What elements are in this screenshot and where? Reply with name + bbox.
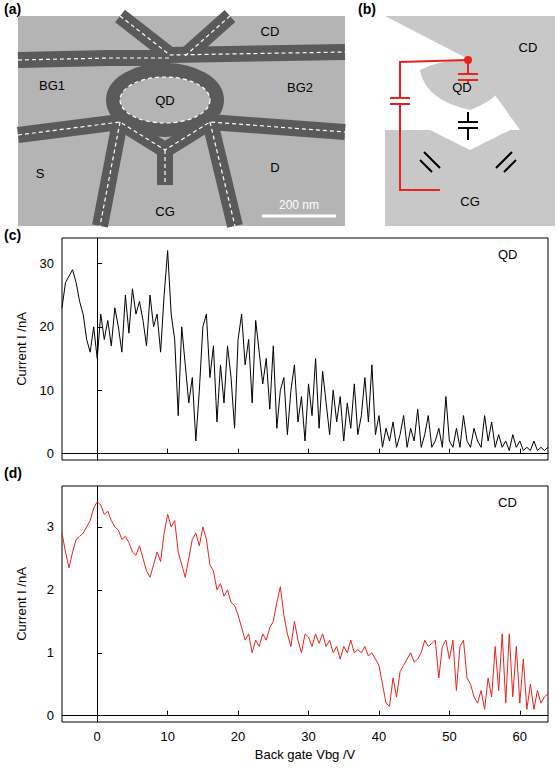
svg-text:CD: CD [261,24,280,39]
svg-text:2: 2 [47,582,54,597]
svg-text:1: 1 [47,645,54,660]
svg-text:30: 30 [301,729,315,744]
svg-text:10: 10 [40,383,54,398]
svg-text:S: S [36,166,45,181]
svg-text:CD: CD [498,495,517,510]
svg-text:CD: CD [519,40,538,55]
svg-text:3: 3 [47,519,54,534]
svg-text:BG2: BG2 [287,80,313,95]
svg-text:0: 0 [47,708,54,723]
svg-text:QD: QD [498,247,518,262]
svg-text:(d): (d) [4,465,22,481]
svg-text:BG1: BG1 [39,78,65,93]
svg-text:QD: QD [452,80,472,95]
svg-text:30: 30 [40,256,54,271]
svg-text:10: 10 [160,729,174,744]
svg-text:QD: QD [155,93,175,108]
svg-text:Current I /nA: Current I /nA [14,312,29,386]
svg-text:(a): (a) [4,1,21,17]
svg-text:Current I /nA: Current I /nA [14,567,29,641]
svg-text:40: 40 [372,729,386,744]
svg-text:20: 20 [231,729,245,744]
svg-text:20: 20 [40,319,54,334]
svg-text:50: 50 [442,729,456,744]
svg-text:60: 60 [513,729,527,744]
svg-text:0: 0 [94,729,101,744]
svg-text:0: 0 [47,446,54,461]
svg-text:D: D [270,160,279,175]
svg-text:CG: CG [155,204,175,219]
svg-text:Back gate Vbg /V: Back gate Vbg /V [255,747,356,762]
svg-text:200 nm: 200 nm [279,198,319,212]
svg-text:(c): (c) [4,228,21,243]
svg-text:(b): (b) [358,1,376,17]
svg-text:CG: CG [460,194,480,209]
